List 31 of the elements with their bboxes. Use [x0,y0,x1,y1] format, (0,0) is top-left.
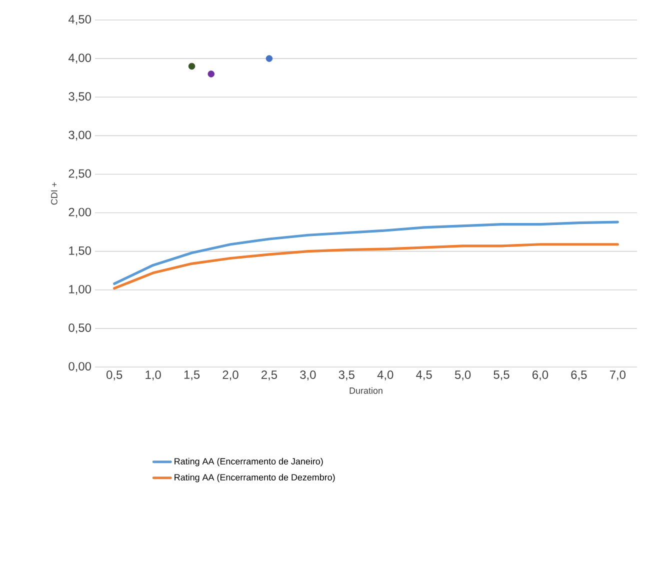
x-tick-label: 0,5 [106,370,122,380]
x-tick-label: 2,5 [262,370,278,380]
x-tick-label: 5,0 [454,370,471,380]
y-tick-label: 3,00 [68,130,92,141]
legend-label: Rating AA (Encerramento de Janeiro) [174,458,323,466]
y-tick-label: 4,00 [68,54,92,64]
y-tick-label: 2,00 [68,208,92,218]
y-tick-label: 4,50 [68,15,92,25]
x-tick-label: 6,0 [532,370,548,380]
x-tick-label: 4,5 [416,370,432,380]
legend-label: Rating AA (Encerramento de Dezembro) [174,474,335,482]
x-tick-label: 1,0 [146,370,161,380]
x-tick-label: 6,5 [571,370,587,380]
y-tick-label: 0,00 [68,362,92,372]
x-axis-title: Duration [350,387,382,394]
y-tick-label: 3,50 [68,92,92,102]
x-tick-label: 1,5 [184,370,200,380]
y-tick-label: 2,50 [68,169,92,180]
x-tick-label: 7,0 [610,370,626,380]
point [208,70,215,78]
point [188,62,196,70]
x-tick-label: 4,0 [377,370,394,380]
y-axis-title: CDI + [51,182,58,205]
x-tick-label: 3,5 [338,370,354,380]
x-tick-label: 3,0 [300,370,316,380]
point [266,55,273,62]
y-tick-label: 0,50 [68,324,92,334]
x-tick-label: 2,0 [222,370,238,380]
x-tick-label: 5,5 [494,370,510,380]
y-tick-label: 1,00 [69,284,92,295]
y-tick-label: 1,50 [69,246,92,256]
